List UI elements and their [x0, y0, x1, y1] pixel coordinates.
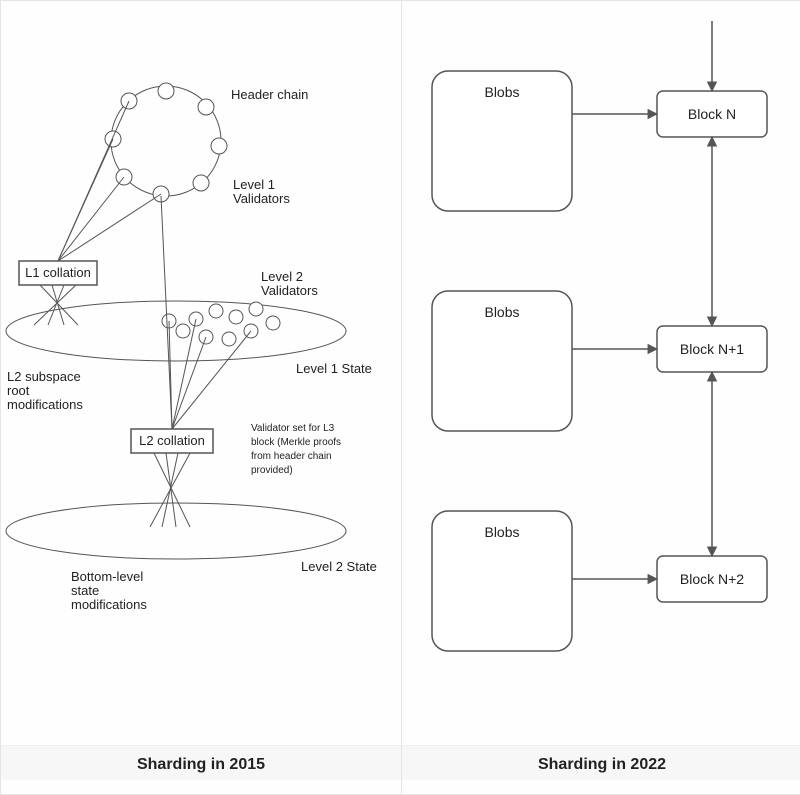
svg-text:Validator set for L3: Validator set for L3 [251, 423, 335, 434]
svg-text:Block N+1: Block N+1 [680, 341, 744, 357]
svg-text:Validators: Validators [233, 191, 290, 206]
svg-text:from header chain: from header chain [251, 451, 332, 462]
svg-text:state: state [71, 583, 99, 598]
svg-text:Block N: Block N [688, 106, 736, 122]
svg-text:Level 2 State: Level 2 State [301, 559, 377, 574]
svg-text:Validators: Validators [261, 283, 318, 298]
svg-text:L1 collation: L1 collation [25, 265, 91, 280]
svg-text:Level 1 State: Level 1 State [296, 361, 372, 376]
panel-2015: Header chainLevel 1ValidatorsL1 collatio… [1, 1, 402, 794]
caption-right: Sharding in 2022 [402, 745, 800, 780]
svg-text:Blobs: Blobs [484, 84, 519, 100]
svg-text:Bottom-level: Bottom-level [71, 569, 143, 584]
svg-text:Block N+2: Block N+2 [680, 571, 744, 587]
caption-left: Sharding in 2015 [1, 745, 401, 780]
svg-text:root: root [7, 383, 30, 398]
svg-text:Blobs: Blobs [484, 524, 519, 540]
svg-text:Level 2: Level 2 [261, 269, 303, 284]
svg-text:modifications: modifications [71, 597, 147, 612]
svg-text:Header chain: Header chain [231, 87, 308, 102]
panel-2022: Blobs Blobs Blobs Block N Block N+1 Block N+2… [402, 1, 800, 794]
diagram-container: Header chainLevel 1ValidatorsL1 collatio… [0, 0, 800, 795]
sharding-2015-svg: Header chainLevel 1ValidatorsL1 collatio… [1, 1, 401, 741]
svg-text:L2 subspace: L2 subspace [7, 369, 81, 384]
svg-text:Blobs: Blobs [484, 304, 519, 320]
svg-text:block (Merkle proofs: block (Merkle proofs [251, 437, 341, 448]
svg-text:provided): provided) [251, 465, 293, 476]
svg-text:modifications: modifications [7, 397, 83, 412]
svg-text:Level 1: Level 1 [233, 177, 275, 192]
svg-text:L2 collation: L2 collation [139, 433, 205, 448]
sharding-2022-svg: Blobs Blobs Blobs Block N Block N+1 Block N+2 [402, 1, 800, 741]
